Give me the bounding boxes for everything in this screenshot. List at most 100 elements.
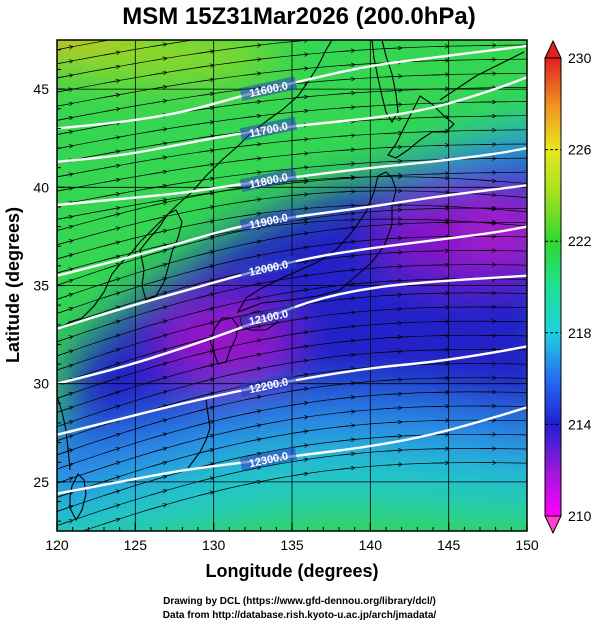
streamline-arrow <box>57 450 73 456</box>
coastline-korea <box>139 209 183 301</box>
streamline-arrow <box>197 351 214 355</box>
streamline-arrow <box>244 213 261 215</box>
x-tick-label-125: 125 <box>124 537 148 553</box>
streamline-arrow <box>57 240 73 246</box>
streamline-arrow <box>291 360 308 364</box>
streamline-arrow <box>150 349 167 354</box>
streamline-arrow <box>197 294 214 299</box>
streamline-arrow <box>57 103 73 107</box>
streamline-arrow <box>150 171 167 175</box>
streamline-arrow <box>244 45 261 47</box>
plot-area: 11600.011700.011800.011900.012000.012100… <box>57 18 527 531</box>
streamline-arrow <box>432 103 449 104</box>
streamline-arrow <box>57 216 73 220</box>
streamline-arrow <box>244 116 261 118</box>
colorbar: 210 214 218 222 226 230 <box>544 39 592 535</box>
streamline-arrow <box>338 425 355 427</box>
streamline-arrow <box>150 72 167 76</box>
streamline-arrow <box>150 476 167 482</box>
streamline-arrow <box>338 355 355 357</box>
streamline-arrow <box>103 335 120 341</box>
streamline-arrow <box>150 250 167 255</box>
streamline-arrow <box>385 76 402 77</box>
streamline-arrow <box>150 264 167 270</box>
streamline-arrow <box>244 411 261 415</box>
streamline-arrow <box>338 256 355 258</box>
streamline-arrow <box>57 117 73 121</box>
streamline-arrow <box>57 520 73 526</box>
streamline-arrow <box>103 462 120 468</box>
streamline-arrow <box>57 336 73 343</box>
streamline-arrow <box>197 178 214 181</box>
contour-label-bg <box>239 372 298 397</box>
streamline-arrow <box>432 75 449 76</box>
streamline-arrow <box>103 448 120 454</box>
streamline-arrow <box>526 197 527 198</box>
streamline-arrow <box>244 158 261 160</box>
colorbar-min-triangle <box>544 515 562 535</box>
streamline-arrow <box>432 46 449 47</box>
streamline-arrow <box>103 151 120 155</box>
streamline-arrow <box>150 245 167 249</box>
x-tick-label-130: 130 <box>202 537 226 553</box>
streamline-arrow <box>150 391 167 397</box>
streamline-arrow <box>338 220 355 221</box>
streamline-arrow <box>103 80 120 84</box>
streamline-arrow <box>291 97 308 99</box>
streamline-arrow <box>57 18 73 21</box>
streamline-arrow <box>103 278 120 284</box>
credit-drawing: Drawing by DCL (https://www.gfd-dennou.o… <box>163 596 436 607</box>
streamline-arrow <box>479 180 496 181</box>
streamline-arrow <box>385 252 402 253</box>
coastline-honshu <box>236 171 397 314</box>
streamline-arrow <box>385 408 402 409</box>
streamline-arrow <box>433 32 449 33</box>
streamline-arrow <box>197 122 214 125</box>
colorbar-tick-label-218: 218 <box>568 325 592 341</box>
streamline-arrow <box>103 52 120 56</box>
streamline-arrow <box>150 157 167 161</box>
streamline-arrow <box>385 351 402 352</box>
height-contours: 11600.011700.011800.011900.012000.012100… <box>57 44 527 495</box>
field-core-peak <box>465 212 527 248</box>
streamline-arrow <box>338 65 355 66</box>
streamline-arrow <box>338 242 355 244</box>
streamline-arrow <box>291 182 308 184</box>
streamline-arrow <box>244 368 261 372</box>
streamline-arrow <box>244 255 261 259</box>
coastline-sakhalin <box>371 40 399 124</box>
streamline-arrow <box>57 33 73 36</box>
streamline-arrow <box>103 66 120 70</box>
streamline-arrow <box>57 365 73 371</box>
streamline-arrow <box>338 298 355 300</box>
streamline-arrow <box>338 341 355 343</box>
streamline-arrow <box>291 459 308 463</box>
streamline-arrow <box>291 139 308 141</box>
streamline-arrow <box>291 290 308 293</box>
streamline-arrow <box>197 65 214 68</box>
streamline-arrow <box>385 422 402 423</box>
streamline-arrow <box>150 420 167 425</box>
streamline-arrow <box>197 280 214 285</box>
streamline-arrow <box>57 351 73 357</box>
streamline-arrow <box>103 377 120 383</box>
streamline-arrow <box>385 281 402 282</box>
coastline-taiwan <box>69 473 87 522</box>
streamline-arrow <box>57 294 73 300</box>
streamline-arrow <box>291 332 308 335</box>
streamline-arrow <box>197 207 214 211</box>
streamline-arrow <box>57 280 73 286</box>
streamline-arrow <box>244 453 261 457</box>
streamline-arrow <box>57 407 73 413</box>
streamline-arrow <box>150 58 167 62</box>
streamline-arrow <box>103 349 120 355</box>
streamline-arrow <box>385 309 402 310</box>
streamline-arrow <box>385 133 402 134</box>
streamline-arrow <box>338 206 355 207</box>
streamline-arrow <box>197 266 214 270</box>
streamline-arrow <box>103 321 120 327</box>
streamline-arrow <box>385 379 402 380</box>
x-axis: 120 125 130 135 140 145 150 <box>45 523 539 553</box>
streamline-arrow <box>479 194 496 195</box>
